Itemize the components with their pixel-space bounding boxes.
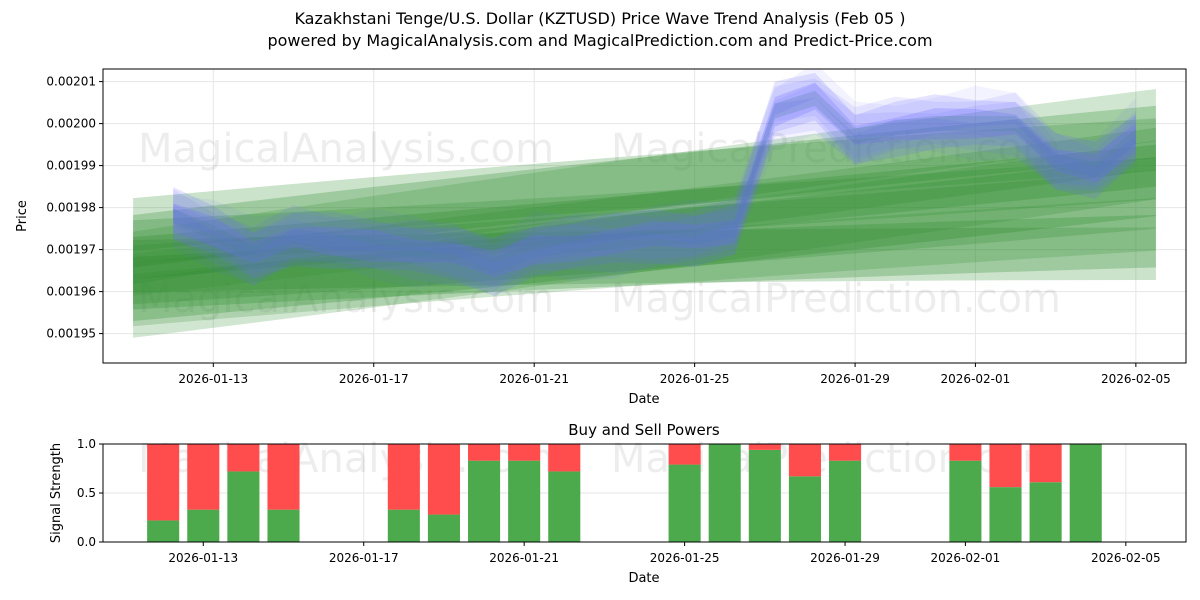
price-y-tick-label: 0.00196 (46, 285, 96, 299)
buy-power-bar (147, 520, 180, 542)
green-trend-band (133, 227, 1156, 293)
price-x-label: Date (628, 392, 659, 407)
green-trend-band (133, 157, 1156, 321)
price-y-tick-label: 0.00198 (46, 201, 96, 215)
green-trend-band (133, 198, 1156, 327)
price-x-axis: 2026-01-13 2026-01-17 2026-01-21 2026-01-25… (178, 363, 1171, 386)
price-grid (103, 69, 1186, 363)
sell-power-bar (187, 444, 220, 510)
sell-power-bar (748, 444, 781, 450)
price-y-tick-label: 0.00199 (46, 159, 96, 173)
signal-x-tick-label: 2026-01-21 (489, 551, 559, 565)
sell-power-bar (468, 444, 501, 461)
buy-power-bar (1069, 444, 1102, 542)
watermark-text: MagicalPrediction.com (611, 126, 1061, 172)
buy-power-bar (829, 460, 862, 542)
price-x-tick-label: 2026-02-01 (941, 372, 1011, 386)
price-plot-frame (102, 68, 1187, 364)
price-y-tick-label: 0.00201 (46, 75, 96, 89)
buy-power-bar (187, 509, 220, 542)
price-wave-bands (133, 69, 1156, 338)
signal-x-tick-label: 2026-01-13 (168, 551, 238, 565)
price-x-tick-label: 2026-01-13 (178, 372, 248, 386)
signal-y-tick-label: 0.0 (77, 535, 96, 549)
sell-power-bar (227, 444, 260, 472)
buy-power-bar (548, 471, 581, 542)
signal-bars (147, 444, 1102, 542)
buy-power-bar (387, 509, 420, 542)
signal-x-tick-label: 2026-02-01 (931, 551, 1001, 565)
sell-power-bar (147, 444, 180, 521)
sell-power-bar (508, 444, 541, 461)
chart-title-line2: powered by MagicalAnalysis.com and Magic… (267, 31, 933, 50)
price-x-tick-label: 2026-02-05 (1101, 372, 1171, 386)
buy-power-bar (668, 464, 701, 542)
watermark-text: MagicalPrediction.com (611, 276, 1061, 322)
buy-power-bar (788, 476, 821, 542)
sell-power-bar (387, 444, 420, 510)
chart-title-line1: Kazakhstani Tenge/U.S. Dollar (KZTUSD) P… (294, 9, 906, 28)
sell-power-bar (427, 444, 460, 515)
buy-power-bar (1029, 482, 1062, 542)
green-trend-band (133, 105, 1156, 268)
blue-wave-ribbon (173, 82, 1136, 277)
signal-y-label: Signal Strength (49, 443, 64, 543)
buy-power-bar (427, 514, 460, 542)
blue-wave-ribbon (173, 78, 1136, 287)
buy-power-bar (227, 471, 260, 542)
price-y-label: Price (15, 200, 30, 232)
price-x-tick-label: 2026-01-17 (339, 372, 409, 386)
blue-wave-core (173, 90, 1136, 274)
signal-x-tick-label: 2026-01-17 (329, 551, 399, 565)
price-x-tick-label: 2026-01-25 (660, 372, 730, 386)
price-y-tick-label: 0.00195 (46, 327, 96, 341)
watermark-text: MagicalAnalysis.com (138, 276, 554, 322)
sell-power-bar (949, 444, 982, 461)
sell-power-bar (548, 444, 581, 472)
signal-x-tick-label: 2026-01-25 (650, 551, 720, 565)
green-trend-band (133, 144, 1156, 279)
sell-power-bar (788, 444, 821, 477)
green-trend-band (133, 169, 1156, 305)
price-y-tick-label: 0.00200 (46, 117, 96, 131)
blue-wave-ribbon (173, 83, 1136, 291)
price-y-axis: 0.00195 0.00196 0.00197 0.00198 0.00199 0.002… (46, 75, 103, 341)
price-y-tick-label: 0.00197 (46, 243, 96, 257)
buy-power-bar (708, 444, 741, 542)
signal-x-label: Date (628, 571, 659, 586)
price-x-tick-label: 2026-01-21 (499, 372, 569, 386)
signal-x-tick-label: 2026-02-05 (1091, 551, 1161, 565)
sell-power-bar (989, 444, 1022, 488)
price-x-tick-label: 2026-01-29 (820, 372, 890, 386)
buy-power-bar (748, 449, 781, 542)
green-trend-band (133, 118, 1156, 251)
buy-power-bar (989, 487, 1022, 542)
blue-wave-ribbon (173, 97, 1136, 296)
blue-wave-ribbon (173, 69, 1136, 288)
sell-power-bar (1029, 444, 1062, 483)
signal-title: Buy and Sell Powers (568, 421, 720, 439)
blue-wave-ribbon (173, 72, 1136, 273)
buy-power-bar (508, 460, 541, 542)
buy-power-bar (267, 509, 300, 542)
buy-power-bar (949, 460, 982, 542)
buy-power-bar (468, 460, 501, 542)
green-trend-band (133, 88, 1156, 285)
signal-x-tick-label: 2026-01-29 (810, 551, 880, 565)
signal-y-axis: 0.0 0.5 1.0 (77, 437, 103, 549)
signal-x-axis: 2026-01-13 2026-01-17 2026-01-21 2026-01-25… (168, 542, 1161, 565)
sell-power-bar (267, 444, 300, 510)
sell-power-bar (668, 444, 701, 465)
green-trend-band (133, 127, 1156, 296)
signal-y-tick-label: 0.5 (77, 486, 96, 500)
sell-power-bar (829, 444, 862, 461)
signal-y-tick-label: 1.0 (77, 437, 96, 451)
watermark-text: MagicalAnalysis.com (138, 126, 554, 172)
price-watermarks: MagicalAnalysis.com MagicalPrediction.com… (138, 126, 1061, 322)
green-trend-band (133, 157, 1156, 263)
green-trend-band (133, 140, 1156, 338)
green-trend-band (133, 214, 1156, 310)
